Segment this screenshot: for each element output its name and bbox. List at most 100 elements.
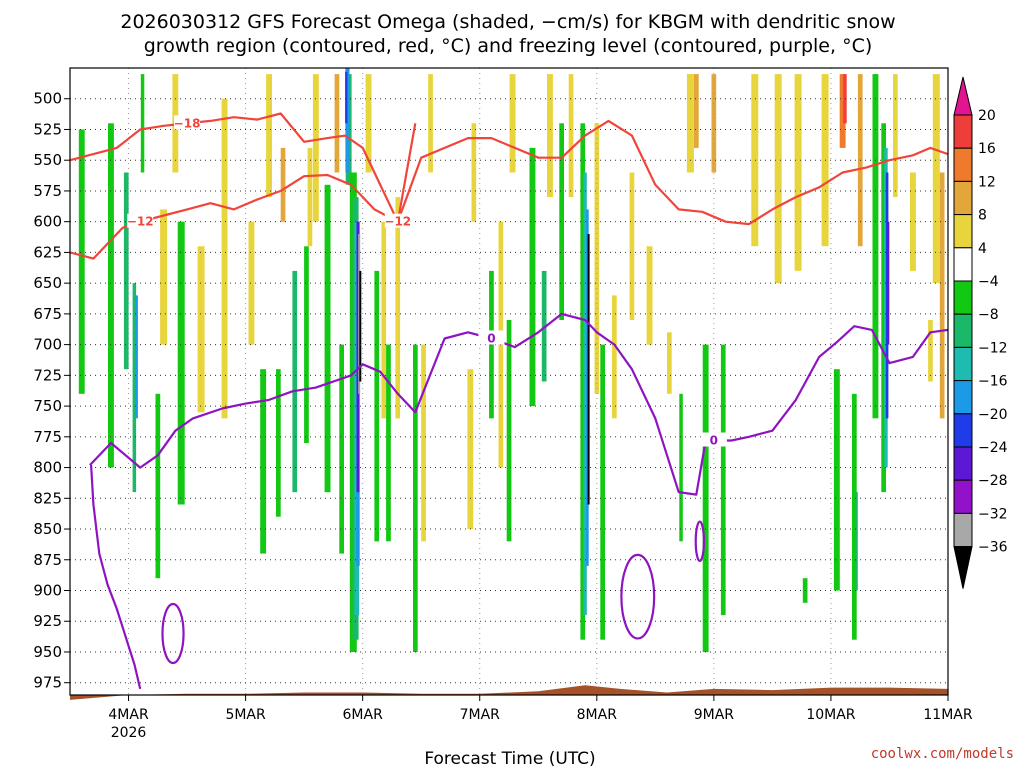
contour-minus18-label-bg-0 <box>174 115 201 130</box>
colorbar-label-10: −24 <box>978 440 1008 456</box>
omega-cell-8 <box>160 209 168 345</box>
omega-cell-52 <box>568 74 574 197</box>
ytick-label-975: 975 <box>33 674 62 692</box>
ytick-label-875: 875 <box>33 551 62 569</box>
omega-cell-85 <box>893 74 898 197</box>
freezing-loop-2 <box>694 520 706 563</box>
colorbar-label-8: −16 <box>978 374 1008 390</box>
omega-cell-43 <box>467 369 474 529</box>
omega-cell-0 <box>78 129 85 394</box>
contour-freezing <box>89 312 949 496</box>
omega-cell-64 <box>686 74 694 173</box>
omega-cell-58 <box>600 344 605 640</box>
colorbar-swatch-neg24 <box>953 446 973 481</box>
xtick-sublabel-4MAR: 2026 <box>111 725 147 741</box>
omega-cell-50 <box>547 74 553 197</box>
colorbar-label-12: −32 <box>978 506 1008 522</box>
colorbar-label-13: −36 <box>978 540 1008 556</box>
colorbar-swatch-neg4 <box>953 280 973 315</box>
omega-cell-3 <box>132 283 137 493</box>
ytick-label-625: 625 <box>33 243 62 261</box>
omega-cell-83 <box>885 172 889 419</box>
ytick-label-750: 750 <box>33 397 62 415</box>
xtick-label-4MAR: 4MAR <box>108 707 149 723</box>
colorbar-label-11: −28 <box>978 473 1008 489</box>
omega-cell-1 <box>108 123 114 468</box>
ytick-label-825: 825 <box>33 489 62 507</box>
omega-cell-88 <box>939 172 945 419</box>
omega-cell-56 <box>587 234 590 505</box>
omega-cell-76 <box>843 74 847 124</box>
ytick-label-650: 650 <box>33 274 62 292</box>
contour-minus12-label-bg-0 <box>127 213 154 228</box>
omega-cell-51 <box>559 123 564 320</box>
ytick-label-775: 775 <box>33 428 62 446</box>
omega-cell-26 <box>345 71 348 124</box>
ytick-label-700: 700 <box>33 336 62 354</box>
contour-freezing-label-1: 0 <box>710 434 718 448</box>
colorbar-arrow-bottom <box>953 546 973 589</box>
omega-cell-34 <box>365 74 372 173</box>
ytick-label-500: 500 <box>33 90 62 108</box>
credit-text: coolwx.com/models <box>871 746 1014 762</box>
omega-cell-61 <box>646 246 653 345</box>
colorbar-label-6: −8 <box>978 307 999 323</box>
omega-cell-84 <box>887 221 890 345</box>
contour-freezing-label-bg-1 <box>700 432 727 447</box>
omega-cell-68 <box>720 344 726 616</box>
omega-cell-54 <box>583 172 587 616</box>
colorbar-label-1: 16 <box>978 141 996 157</box>
omega-cell-4 <box>135 295 138 419</box>
x-axis-label: Forecast Time (UTC) <box>424 749 595 768</box>
colorbar-swatch-pos8 <box>953 180 973 216</box>
freezing-loop-1 <box>620 553 656 640</box>
xtick-label-8MAR: 8MAR <box>577 707 618 723</box>
omega-cell-49 <box>541 270 547 382</box>
omega-cell-7 <box>177 221 185 505</box>
plot-frame <box>69 67 949 696</box>
omega-cell-62 <box>667 332 672 394</box>
xtick-label-5MAR: 5MAR <box>225 707 266 723</box>
omega-cell-89 <box>928 320 933 382</box>
colorbar-swatch-neg8 <box>953 313 973 348</box>
colorbar-label-0: 20 <box>978 108 996 124</box>
omega-cell-86 <box>910 172 916 271</box>
omega-cell-48 <box>529 147 536 407</box>
colorbar-label-2: 12 <box>978 174 996 190</box>
freezing-loop-0 <box>161 602 185 665</box>
colorbar-swatch-pos4 <box>953 214 973 249</box>
omega-cell-6 <box>155 393 161 579</box>
omega-cell-11 <box>221 98 228 419</box>
contour-minus12 <box>69 119 949 260</box>
xtick-label-7MAR: 7MAR <box>460 707 501 723</box>
omega-cell-22 <box>334 74 340 173</box>
contour-minus12-label-1: −12 <box>384 215 411 229</box>
omega-cell-70 <box>774 74 782 284</box>
ytick-label-900: 900 <box>33 582 62 600</box>
colorbar: 20 16 12 8 4 −4 −8 −12 −16 −20 −24 −28 −32 −36 <box>953 76 1008 589</box>
colorbar-swatch-neg32 <box>953 512 973 548</box>
omega-cell-78 <box>855 492 858 591</box>
ytick-label-925: 925 <box>33 612 62 630</box>
omega-cell-23 <box>339 344 344 554</box>
omega-cell-63 <box>679 393 683 542</box>
omega-cell-14 <box>280 147 286 222</box>
omega-cell-19 <box>307 147 313 247</box>
colorbar-label-9: −20 <box>978 407 1008 423</box>
omega-cell-31 <box>356 221 360 493</box>
omega-shading <box>78 68 945 652</box>
colorbar-swatch-pos12 <box>953 147 973 182</box>
omega-cell-20 <box>312 74 319 222</box>
omega-cell-33 <box>359 270 362 382</box>
ytick-label-850: 850 <box>33 520 62 538</box>
omega-cell-53 <box>580 123 586 640</box>
omega-cell-40 <box>421 344 426 542</box>
omega-cell-71 <box>794 74 802 271</box>
colorbar-label-5: −4 <box>978 274 999 290</box>
omega-cell-2 <box>123 172 129 370</box>
xtick-label-11MAR: 11MAR <box>923 707 972 723</box>
colorbar-label-7: −12 <box>978 340 1008 356</box>
omega-cell-65 <box>694 74 699 148</box>
omega-cell-77 <box>852 393 857 640</box>
omega-cell-5 <box>140 74 145 173</box>
